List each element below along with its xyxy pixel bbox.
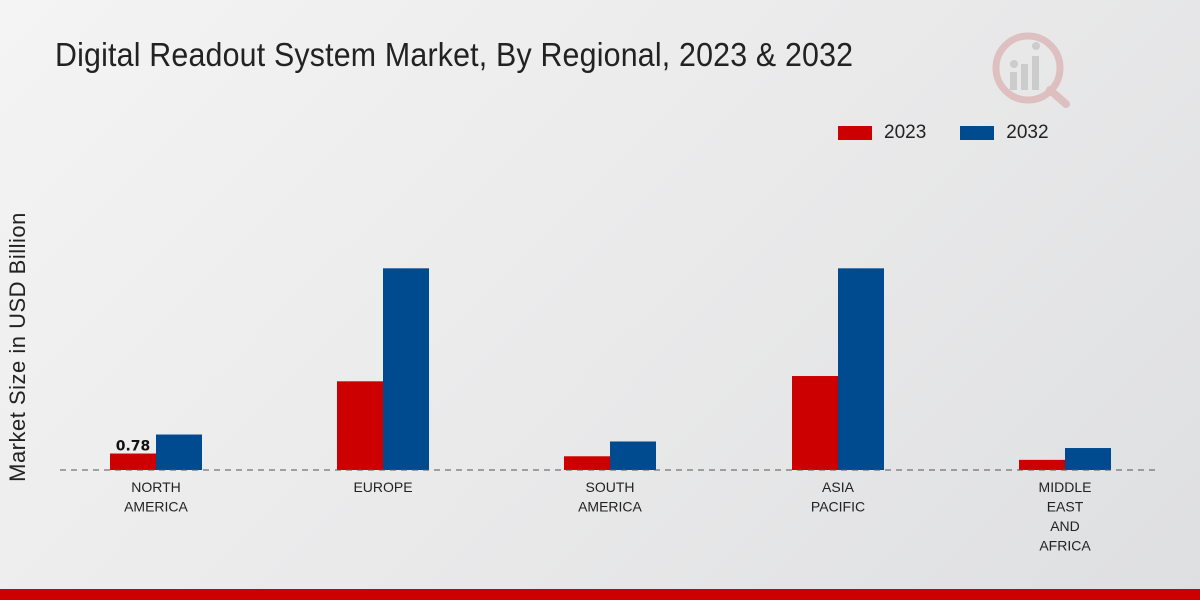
legend-label-2032: 2032: [1006, 122, 1049, 143]
chart-title: Digital Readout System Market, By Region…: [55, 36, 854, 73]
x-tick-label-europe: EUROPE: [353, 479, 412, 495]
bar-2032-south-america: [610, 441, 656, 470]
bar-2032-north-america: [156, 434, 202, 470]
bar-2023-middle-east-and-africa: [1019, 459, 1065, 470]
legend: 2023 2032: [838, 122, 1083, 144]
brand-logo-icon: [992, 32, 1070, 108]
bar-2032-asia-pacific: [838, 268, 884, 470]
x-tick-label-middle-east-and-africa: MIDDLE EAST AND AFRICA: [1039, 479, 1092, 554]
legend-swatch-2023: [838, 126, 872, 140]
legend-swatch-2032: [960, 126, 995, 140]
data-labels-group: 0.78: [116, 439, 151, 455]
bars-group: [110, 268, 1111, 470]
x-ticks-group: NORTH AMERICA EUROPE SOUTH AMERICA ASIA PACIFI…: [124, 479, 1091, 554]
bar-2032-europe: [383, 268, 429, 470]
bar-2023-north-america: [110, 453, 156, 470]
bar-2023-south-america: [564, 456, 610, 470]
x-tick-label-asia-pacific: ASIA PACIFIC: [811, 479, 865, 515]
legend-item-2032: 2032: [960, 122, 1049, 144]
x-tick-label-north-america: NORTH AMERICA: [124, 479, 188, 515]
data-label-2023: 0.78: [116, 439, 151, 455]
footer-bar: [0, 589, 1200, 600]
legend-item-2023: 2023: [838, 122, 926, 144]
bar-2023-europe: [337, 381, 383, 470]
legend-label-2023: 2023: [884, 122, 927, 143]
bar-2032-middle-east-and-africa: [1065, 448, 1111, 470]
bar-2023-asia-pacific: [792, 376, 838, 470]
x-tick-label-south-america: SOUTH AMERICA: [578, 479, 642, 515]
